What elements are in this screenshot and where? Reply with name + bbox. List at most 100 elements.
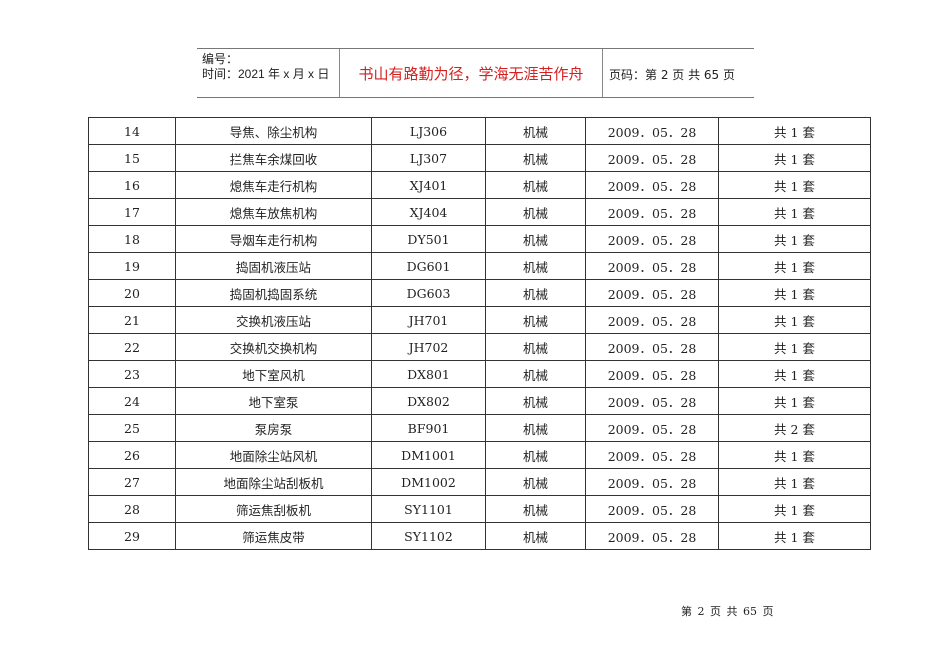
- date: 2009．05．28: [585, 522, 719, 550]
- quantity: 共 1 套: [718, 468, 871, 496]
- equipment-name: 地下室泵: [175, 387, 372, 415]
- time-label: 时间：2021 年 x 月 x 日: [202, 67, 330, 81]
- date: 2009．05．28: [585, 306, 719, 334]
- row-number: 18: [88, 225, 176, 253]
- row-number: 23: [88, 360, 176, 388]
- equipment-code: SY1102: [371, 522, 486, 550]
- row-number: 16: [88, 171, 176, 199]
- equipment-code: DX801: [371, 360, 486, 388]
- date: 2009．05．28: [585, 414, 719, 442]
- category: 机械: [485, 441, 586, 469]
- quantity: 共 1 套: [718, 441, 871, 469]
- category: 机械: [485, 171, 586, 199]
- code-label: 编号：: [202, 52, 239, 66]
- row-number: 19: [88, 252, 176, 280]
- row-number: 14: [88, 117, 176, 145]
- equipment-code: DG603: [371, 279, 486, 307]
- equipment-code: DM1001: [371, 441, 486, 469]
- table-row: 26 地面除尘站风机 DM1001 机械 2009．05．28 共 1 套: [88, 441, 871, 469]
- table-row: 25 泵房泵 BF901 机械 2009．05．28 共 2 套: [88, 414, 871, 442]
- date: 2009．05．28: [585, 225, 719, 253]
- category: 机械: [485, 387, 586, 415]
- equipment-code: DX802: [371, 387, 486, 415]
- equipment-code: DG601: [371, 252, 486, 280]
- equipment-name: 熄焦车放焦机构: [175, 198, 372, 226]
- table-row: 15 拦焦车余煤回收 LJ307 机械 2009．05．28 共 1 套: [88, 144, 871, 172]
- date: 2009．05．28: [585, 117, 719, 145]
- table-row: 29 筛运焦皮带 SY1102 机械 2009．05．28 共 1 套: [88, 522, 871, 550]
- date: 2009．05．28: [585, 252, 719, 280]
- motto: 书山有路勤为径，学海无涯苦作舟: [339, 49, 603, 97]
- category: 机械: [485, 279, 586, 307]
- category: 机械: [485, 144, 586, 172]
- table-row: 19 捣固机液压站 DG601 机械 2009．05．28 共 1 套: [88, 252, 871, 280]
- equipment-code: BF901: [371, 414, 486, 442]
- header-left: 编号： 时间：2021 年 x 月 x 日: [202, 52, 329, 82]
- date: 2009．05．28: [585, 360, 719, 388]
- category: 机械: [485, 495, 586, 523]
- equipment-table: 14 导焦、除尘机构 LJ306 机械 2009．05．28 共 1 套 15 拦焦车余煤回收…: [88, 117, 871, 550]
- equipment-code: LJ307: [371, 144, 486, 172]
- table-row: 23 地下室风机 DX801 机械 2009．05．28 共 1 套: [88, 360, 871, 388]
- row-number: 28: [88, 495, 176, 523]
- quantity: 共 1 套: [718, 360, 871, 388]
- quantity: 共 1 套: [718, 333, 871, 361]
- date: 2009．05．28: [585, 144, 719, 172]
- category: 机械: [485, 522, 586, 550]
- date: 2009．05．28: [585, 468, 719, 496]
- row-number: 26: [88, 441, 176, 469]
- row-number: 27: [88, 468, 176, 496]
- table-row: 24 地下室泵 DX802 机械 2009．05．28 共 1 套: [88, 387, 871, 415]
- page-header: 编号： 时间：2021 年 x 月 x 日 书山有路勤为径，学海无涯苦作舟 页码…: [197, 48, 754, 98]
- category: 机械: [485, 225, 586, 253]
- equipment-name: 导烟车走行机构: [175, 225, 372, 253]
- equipment-name: 捣固机捣固系统: [175, 279, 372, 307]
- category: 机械: [485, 468, 586, 496]
- quantity: 共 1 套: [718, 117, 871, 145]
- row-number: 24: [88, 387, 176, 415]
- date: 2009．05．28: [585, 171, 719, 199]
- category: 机械: [485, 333, 586, 361]
- category: 机械: [485, 198, 586, 226]
- equipment-name: 熄焦车走行机构: [175, 171, 372, 199]
- equipment-code: SY1101: [371, 495, 486, 523]
- quantity: 共 1 套: [718, 306, 871, 334]
- table-row: 21 交换机液压站 JH701 机械 2009．05．28 共 1 套: [88, 306, 871, 334]
- quantity: 共 1 套: [718, 144, 871, 172]
- table-row: 27 地面除尘站刮板机 DM1002 机械 2009．05．28 共 1 套: [88, 468, 871, 496]
- quantity: 共 1 套: [718, 495, 871, 523]
- row-number: 29: [88, 522, 176, 550]
- date: 2009．05．28: [585, 441, 719, 469]
- equipment-code: XJ401: [371, 171, 486, 199]
- page-footer: 第 2 页 共 65 页: [681, 605, 774, 618]
- row-number: 21: [88, 306, 176, 334]
- quantity: 共 2 套: [718, 414, 871, 442]
- row-number: 22: [88, 333, 176, 361]
- category: 机械: [485, 252, 586, 280]
- category: 机械: [485, 414, 586, 442]
- equipment-name: 导焦、除尘机构: [175, 117, 372, 145]
- row-number: 17: [88, 198, 176, 226]
- quantity: 共 1 套: [718, 225, 871, 253]
- equipment-name: 地下室风机: [175, 360, 372, 388]
- equipment-name: 交换机液压站: [175, 306, 372, 334]
- row-number: 15: [88, 144, 176, 172]
- equipment-code: JH702: [371, 333, 486, 361]
- equipment-name: 地面除尘站风机: [175, 441, 372, 469]
- equipment-code: JH701: [371, 306, 486, 334]
- equipment-name: 筛运焦刮板机: [175, 495, 372, 523]
- table-row: 14 导焦、除尘机构 LJ306 机械 2009．05．28 共 1 套: [88, 117, 871, 145]
- category: 机械: [485, 117, 586, 145]
- equipment-name: 拦焦车余煤回收: [175, 144, 372, 172]
- equipment-name: 地面除尘站刮板机: [175, 468, 372, 496]
- quantity: 共 1 套: [718, 522, 871, 550]
- table-row: 18 导烟车走行机构 DY501 机械 2009．05．28 共 1 套: [88, 225, 871, 253]
- category: 机械: [485, 306, 586, 334]
- table-row: 22 交换机交换机构 JH702 机械 2009．05．28 共 1 套: [88, 333, 871, 361]
- date: 2009．05．28: [585, 495, 719, 523]
- equipment-name: 泵房泵: [175, 414, 372, 442]
- equipment-code: LJ306: [371, 117, 486, 145]
- date: 2009．05．28: [585, 279, 719, 307]
- quantity: 共 1 套: [718, 387, 871, 415]
- date: 2009．05．28: [585, 333, 719, 361]
